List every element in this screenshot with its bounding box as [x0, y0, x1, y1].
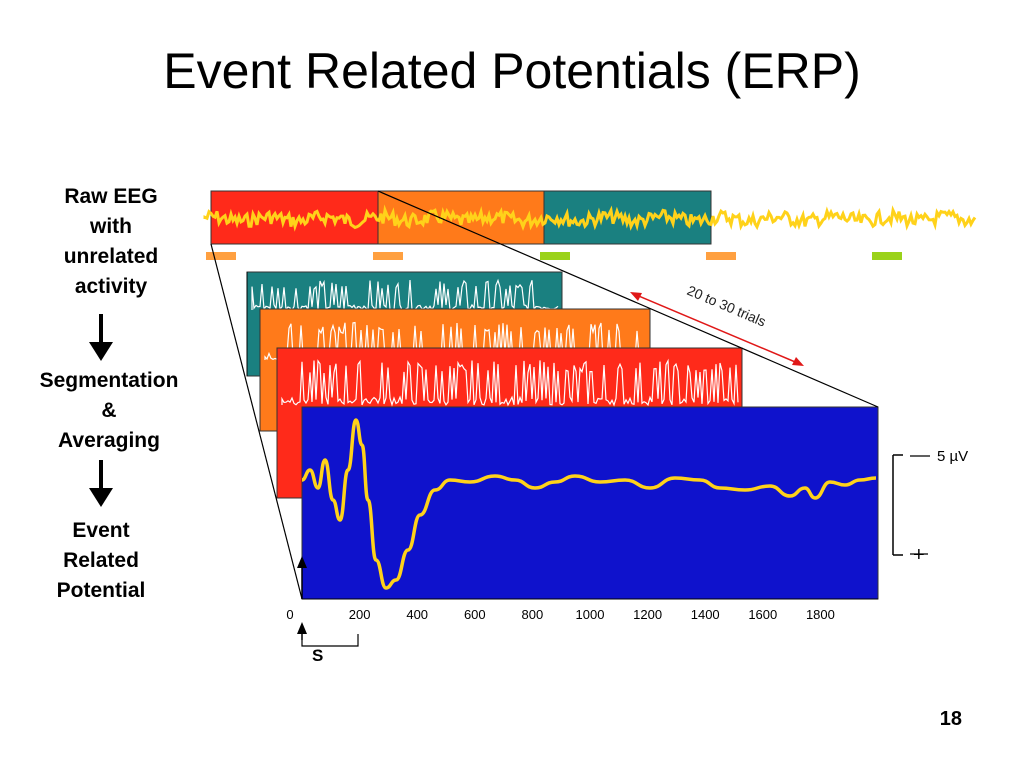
- x-tick-label: 600: [464, 607, 486, 622]
- x-tick-label: 200: [349, 607, 371, 622]
- stimulus-arrow-head: [297, 622, 307, 634]
- scale-label: 5 µV: [937, 448, 968, 465]
- raw-eeg-line-2: with: [90, 215, 132, 238]
- stimulus-marker: [706, 252, 736, 260]
- erp-label: Event Related Potential: [6, 516, 196, 606]
- erp-line-1: Event: [72, 519, 130, 542]
- x-tick-label: 1400: [691, 607, 720, 622]
- slide-title: Event Related Potentials (ERP): [163, 43, 861, 99]
- raw-eeg-trace: [203, 204, 977, 232]
- stimulus-marker: [206, 252, 236, 260]
- plus-label: +: [913, 544, 925, 566]
- stimulus-bracket: [301, 634, 359, 647]
- stimulus-arrow-head: [297, 556, 307, 568]
- down-arrow-icon: [89, 460, 113, 507]
- erp-panel: [301, 406, 879, 600]
- raw-eeg-line-3: unrelated: [63, 245, 159, 268]
- x-tick-label: 0: [286, 607, 293, 622]
- erp-line-2: Related: [63, 549, 139, 572]
- trial-signal: [281, 358, 739, 407]
- segmentation-label: Segmentation & Averaging: [14, 366, 204, 456]
- x-tick-label: 1200: [633, 607, 662, 622]
- raw-eeg-label: Raw EEG with unrelated activity: [16, 182, 206, 302]
- segmentation-line-2: &: [101, 399, 117, 422]
- segmentation-line-3: Averaging: [58, 429, 160, 452]
- segmentation-line-1: Segmentation: [39, 369, 179, 392]
- x-tick-label: 400: [406, 607, 428, 622]
- raw-eeg-line-1: Raw EEG: [64, 185, 158, 208]
- perspective-line: [377, 190, 879, 408]
- x-axis: 0 200 400 600 800 1000 1200 1400 1600 1800: [286, 598, 878, 622]
- trials-arrow: [633, 293, 801, 365]
- x-tick-label: 800: [522, 607, 544, 622]
- down-arrow-icon: [89, 314, 113, 361]
- stimulus-marker: [373, 252, 403, 260]
- x-tick-label: 1600: [748, 607, 777, 622]
- erp-line-3: Potential: [56, 579, 146, 602]
- erp-waveform: [301, 418, 877, 590]
- raw-eeg-line-4: activity: [74, 275, 148, 298]
- trials-arrow-head: [630, 292, 642, 301]
- stimulus-label: S: [312, 646, 323, 665]
- trials-arrow-head: [792, 357, 804, 366]
- perspective-line: [210, 243, 303, 600]
- trials-label: 20 to 30 trials: [685, 282, 769, 330]
- stimulus-marker: [540, 252, 570, 260]
- slide-number: 18: [939, 708, 962, 730]
- stimulus-marker: [872, 252, 902, 260]
- x-tick-label: 1800: [806, 607, 835, 622]
- x-tick-label: 1000: [576, 607, 605, 622]
